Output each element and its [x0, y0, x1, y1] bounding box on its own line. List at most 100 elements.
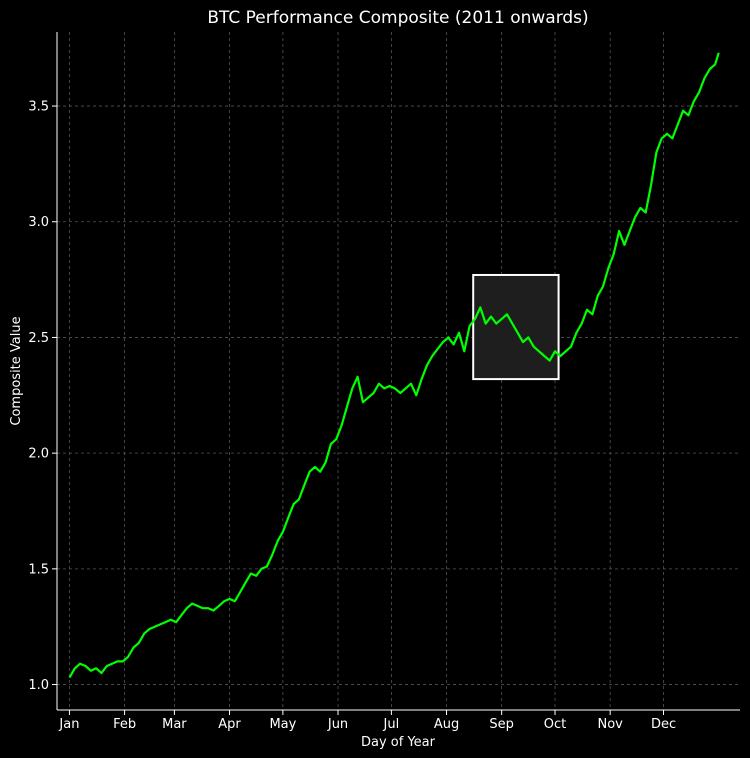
- series-point: [245, 582, 247, 584]
- series-point: [426, 364, 428, 366]
- series-point: [490, 316, 492, 318]
- series-point: [623, 244, 625, 246]
- series-point: [143, 633, 145, 635]
- y-tick-label: 3.5: [28, 100, 49, 115]
- series-point: [191, 603, 193, 605]
- series-point: [442, 341, 444, 343]
- series-point: [479, 306, 481, 308]
- series-point: [277, 540, 279, 542]
- series-point: [138, 642, 140, 644]
- series-point: [447, 336, 449, 338]
- series-point: [159, 623, 161, 625]
- chart-title: BTC Performance Composite (2011 onwards): [207, 8, 588, 28]
- series-point: [405, 387, 407, 389]
- series-point: [234, 600, 236, 602]
- series-point: [319, 471, 321, 473]
- series-point: [287, 517, 289, 519]
- x-tick-label: May: [269, 717, 296, 732]
- series-point: [506, 313, 508, 315]
- series-point: [549, 360, 551, 362]
- x-tick-label: Jun: [327, 717, 348, 732]
- series-point: [687, 114, 689, 116]
- series-point: [357, 376, 359, 378]
- series-point: [100, 672, 102, 674]
- series-point: [698, 91, 700, 93]
- series-point: [581, 323, 583, 325]
- series-point: [639, 207, 641, 209]
- series-point: [538, 350, 540, 352]
- series-point: [634, 216, 636, 218]
- series-point: [474, 318, 476, 320]
- series-point: [202, 607, 204, 609]
- x-tick-label: Dec: [651, 717, 676, 732]
- series-point: [389, 385, 391, 387]
- x-tick-label: Nov: [597, 717, 623, 732]
- y-tick-label: 1.5: [28, 562, 49, 577]
- y-tick-label: 1.0: [28, 678, 49, 693]
- series-point: [367, 397, 369, 399]
- series-point: [463, 350, 465, 352]
- y-tick-label: 3.0: [28, 215, 49, 230]
- series-point: [677, 124, 679, 126]
- series-point: [666, 133, 668, 135]
- series-point: [266, 566, 268, 568]
- series-point: [650, 184, 652, 186]
- series-point: [79, 663, 81, 665]
- series-point: [132, 647, 134, 649]
- series-point: [383, 387, 385, 389]
- series-point: [74, 667, 76, 669]
- series-point: [458, 332, 460, 334]
- axes-layer: [56, 32, 740, 711]
- series-point: [116, 660, 118, 662]
- series-point: [718, 52, 720, 54]
- y-tick-label: 2.0: [28, 447, 49, 462]
- series-point: [164, 621, 166, 623]
- y-tick-label: 2.5: [28, 331, 49, 346]
- x-tick-label: Apr: [218, 717, 241, 732]
- series-point: [661, 137, 663, 139]
- y-ticks: 1.0 1.5 2.0 2.5 3.0 3.5: [28, 100, 57, 693]
- series-point: [511, 323, 513, 325]
- series-point: [213, 609, 215, 611]
- series-point: [709, 68, 711, 70]
- series-point: [346, 406, 348, 408]
- series-point: [351, 387, 353, 389]
- series-point: [399, 392, 401, 394]
- series-line: [68, 52, 720, 679]
- x-tick-label: Jul: [383, 717, 400, 732]
- series-point: [415, 394, 417, 396]
- x-axis-label: Day of Year: [361, 735, 436, 750]
- series-point: [373, 392, 375, 394]
- series-point: [90, 670, 92, 672]
- series-point: [218, 605, 220, 607]
- series-point: [655, 151, 657, 153]
- series-point: [229, 598, 231, 600]
- series-point: [527, 336, 529, 338]
- series-point: [607, 267, 609, 269]
- series-point: [170, 619, 172, 621]
- series-point: [282, 531, 284, 533]
- series-point: [207, 607, 209, 609]
- series-point: [703, 77, 705, 79]
- x-tick-label: Mar: [162, 717, 187, 732]
- series-point: [314, 466, 316, 468]
- series-point: [341, 424, 343, 426]
- series-point: [106, 665, 108, 667]
- series-point: [122, 660, 124, 662]
- series-point: [410, 383, 412, 385]
- series-point: [453, 343, 455, 345]
- series-point: [495, 323, 497, 325]
- series-point: [421, 378, 423, 380]
- y-axis-label: Composite Value: [9, 316, 24, 425]
- series-point: [501, 318, 503, 320]
- series-point: [682, 110, 684, 112]
- series-point: [68, 677, 70, 679]
- series-point: [127, 656, 129, 658]
- series-point: [378, 383, 380, 385]
- series-point: [303, 485, 305, 487]
- x-tick-label: Feb: [113, 717, 136, 732]
- series-point: [613, 253, 615, 255]
- series-point: [148, 628, 150, 630]
